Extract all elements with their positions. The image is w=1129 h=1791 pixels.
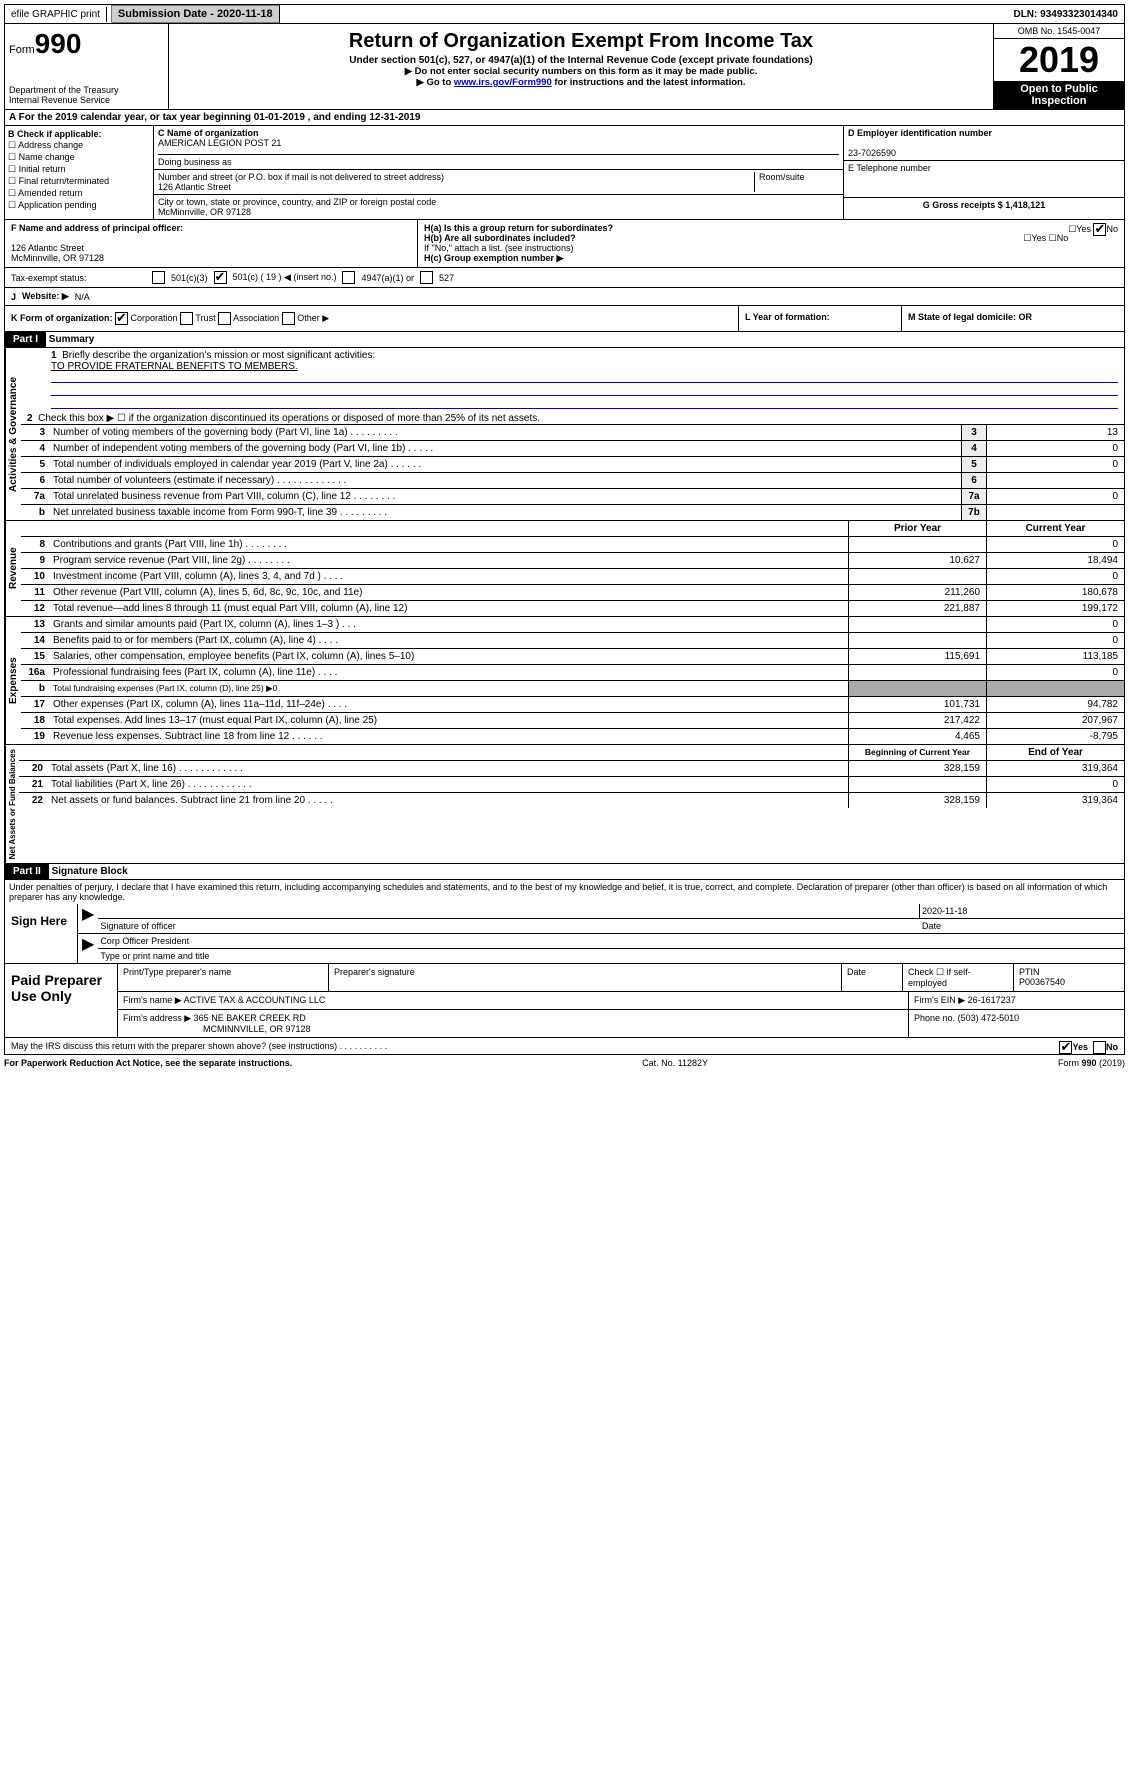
org-name: AMERICAN LEGION POST 21 [158, 138, 281, 148]
warning: ▶ Do not enter social security numbers o… [177, 66, 985, 77]
top-bar: efile GRAPHIC print Submission Date - 20… [4, 4, 1125, 24]
part1-title: Summary [49, 334, 95, 345]
dba: Doing business as [158, 154, 839, 167]
cat-no: Cat. No. 11282Y [642, 1058, 708, 1068]
discuss-row: May the IRS discuss this return with the… [4, 1038, 1125, 1055]
street: 126 Atlantic Street [158, 182, 231, 192]
e-phone: E Telephone number [844, 161, 1124, 198]
dept-treasury: Department of the Treasury Internal Reve… [9, 85, 164, 105]
website-row: J Website: ▶ N/A [4, 288, 1125, 306]
side-activities: Activities & Governance [5, 348, 21, 520]
efile-label: efile GRAPHIC print [5, 7, 107, 22]
open-inspection: Open to Public Inspection [994, 81, 1124, 109]
paid-preparer: Paid Preparer Use Only [5, 964, 118, 1037]
c-label: C Name of organization [158, 128, 259, 138]
d-label: D Employer identification number [848, 128, 992, 138]
tax-year: 2019 [994, 39, 1124, 81]
k-form-org: K Form of organization: Corporation Trus… [5, 306, 739, 331]
l-year: L Year of formation: [739, 306, 902, 331]
officer-addr2: McMinnville, OR 97128 [11, 253, 104, 263]
tax-status: Tax-exempt status: 501(c)(3) 501(c) ( 19… [4, 268, 1125, 288]
omb: OMB No. 1545-0047 [994, 24, 1124, 39]
g-receipts: G Gross receipts $ 1,418,121 [844, 198, 1124, 212]
mission-text: TO PROVIDE FRATERNAL BENEFITS TO MEMBERS… [51, 361, 298, 372]
pra-notice: For Paperwork Reduction Act Notice, see … [4, 1058, 292, 1068]
instructions-link-row: ▶ Go to www.irs.gov/Form990 for instruct… [177, 77, 985, 88]
f-label: F Name and address of principal officer: [11, 223, 183, 233]
ein: 23-7026590 [848, 148, 896, 158]
side-revenue: Revenue [5, 521, 21, 616]
irs-link[interactable]: www.irs.gov/Form990 [454, 77, 552, 88]
officer-addr1: 126 Atlantic Street [11, 243, 84, 253]
form-title: Return of Organization Exempt From Incom… [177, 30, 985, 53]
line2: Check this box ▶ ☐ if the organization d… [38, 413, 540, 424]
perjury: Under penalties of perjury, I declare th… [4, 880, 1125, 904]
side-net: Net Assets or Fund Balances [5, 745, 19, 863]
h-box: H(a) Is this a group return for subordin… [418, 220, 1124, 267]
header: Form990 Department of the Treasury Inter… [4, 24, 1125, 110]
subtitle: Under section 501(c), 527, or 4947(a)(1)… [177, 55, 985, 66]
m-state: M State of legal domicile: OR [902, 306, 1124, 331]
form-number: Form990 [9, 28, 164, 60]
part2-title: Signature Block [52, 866, 128, 877]
room-suite: Room/suite [754, 172, 839, 192]
side-expenses: Expenses [5, 617, 21, 744]
submission-date[interactable]: Submission Date - 2020-11-18 [111, 5, 280, 23]
city: McMinnville, OR 97128 [158, 207, 251, 217]
part2-hdr: Part II [5, 864, 49, 879]
line1-label: Briefly describe the organization's miss… [62, 350, 375, 361]
sign-here: Sign Here [5, 904, 78, 963]
dln: DLN: 93493323014340 [1007, 7, 1124, 22]
city-label: City or town, state or province, country… [158, 197, 436, 207]
form-footer: Form 990 (2019) [1058, 1058, 1125, 1068]
row-a: A For the 2019 calendar year, or tax yea… [4, 110, 1125, 126]
addr-label: Number and street (or P.O. box if mail i… [158, 172, 444, 182]
col-b: B Check if applicable: ☐ Address change … [5, 126, 154, 219]
part1-hdr: Part I [5, 332, 46, 347]
